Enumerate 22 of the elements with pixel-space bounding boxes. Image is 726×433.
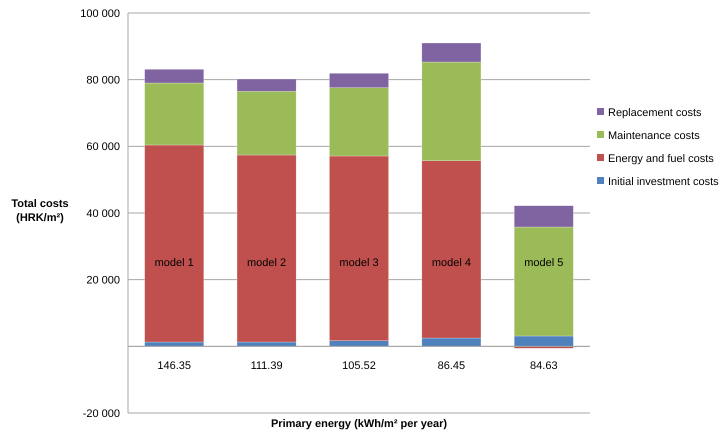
legend-label: Initial investment costs xyxy=(608,176,720,188)
x-tick-label: 146.35 xyxy=(157,360,192,372)
y-tick-label: -20 000 xyxy=(82,408,120,420)
y-axis-title: Total costs (HRK/m²) xyxy=(11,198,69,224)
annotation: model 3 xyxy=(339,256,379,269)
y-tick-label: 40 000 xyxy=(86,208,120,220)
annotation: model 4 xyxy=(432,256,471,269)
x-axis-title: Primary energy (kWh/m² per year) xyxy=(270,418,448,430)
annotation: model 1 xyxy=(154,256,194,269)
annotation: model 2 xyxy=(247,256,286,269)
y-tick-label: 80 000 xyxy=(86,74,120,87)
y-tick-label: 20 000 xyxy=(86,274,120,287)
legend-label: Maintenance costs xyxy=(608,130,700,142)
annotation: model 5 xyxy=(524,256,564,269)
y-tick-label: 100 000 xyxy=(80,8,120,20)
legend-label: Energy and fuel costs xyxy=(608,152,714,165)
x-tick-label: 86.45 xyxy=(438,360,466,372)
y-tick-label: 60 000 xyxy=(86,141,120,154)
x-tick-label: 84.63 xyxy=(530,360,558,372)
x-tick-label: 105.52 xyxy=(342,360,376,372)
x-tick-label: 111.39 xyxy=(250,360,283,372)
legend-label: Replacement costs xyxy=(608,106,702,119)
